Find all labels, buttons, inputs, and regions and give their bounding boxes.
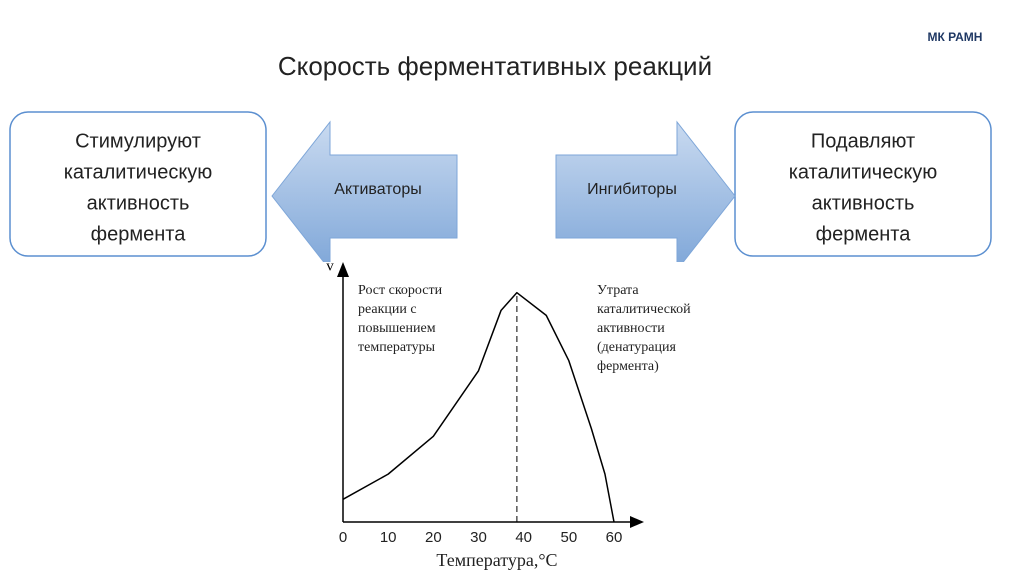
x-tick-label: 60 <box>606 529 623 546</box>
x-tick-label: 0 <box>339 529 347 546</box>
annotation: температуры <box>358 340 436 355</box>
x-tick-label: 10 <box>380 529 397 546</box>
arrow-label: Активаторы <box>334 181 421 198</box>
title: Скорость ферментативных реакций <box>278 51 712 81</box>
annotation: Рост скорости <box>358 283 443 298</box>
right-box <box>734 111 992 257</box>
left-box <box>9 111 267 257</box>
box-text: каталитическую <box>64 161 213 183</box>
arrow-label: Ингибиторы <box>587 181 677 198</box>
y-axis-arrow <box>337 262 349 277</box>
annotation: фермента) <box>597 359 659 374</box>
box-text: Стимулируют <box>75 130 201 152</box>
x-tick-label: 20 <box>425 529 442 546</box>
annotation: (денатурация <box>597 340 676 355</box>
box-text: каталитическую <box>789 161 938 183</box>
x-axis-label: Температура,°С <box>436 550 557 570</box>
brand: МК РАМН <box>928 30 983 44</box>
x-tick-label: 40 <box>515 529 532 546</box>
box-text: активность <box>812 192 915 214</box>
annotation: каталитической <box>597 302 691 317</box>
box-text: Подавляют <box>811 130 915 152</box>
box-text: активность <box>87 192 190 214</box>
y-axis-label: v <box>326 258 334 274</box>
box-text: фермента <box>816 223 912 245</box>
annotation: повышением <box>358 321 436 336</box>
curve <box>342 291 615 523</box>
annotation: Утрата <box>597 283 639 298</box>
x-tick-label: 30 <box>470 529 487 546</box>
box-text: фермента <box>91 223 187 245</box>
x-axis-arrow <box>630 516 644 528</box>
annotation: активности <box>597 321 665 336</box>
annotation: реакции с <box>358 302 417 317</box>
x-tick-label: 50 <box>560 529 577 546</box>
